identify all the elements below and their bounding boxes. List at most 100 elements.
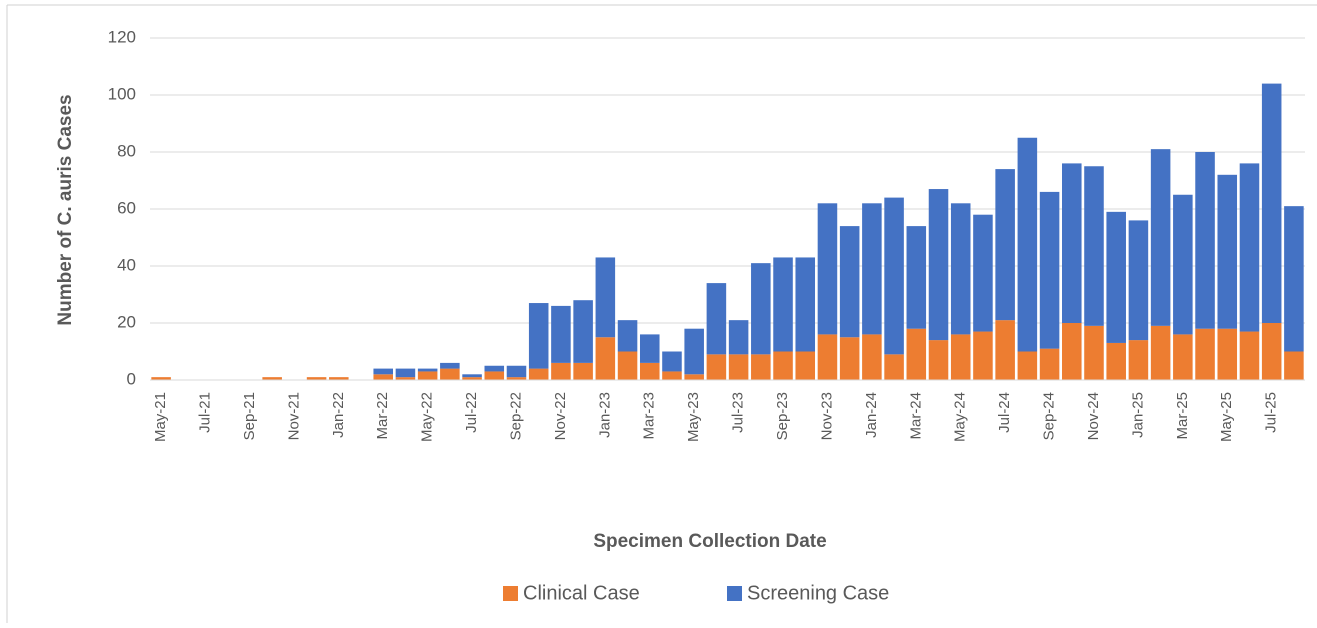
x-tick-label: Jan-23	[596, 392, 613, 438]
bar-segment	[440, 362, 460, 369]
bar-segment	[417, 368, 438, 372]
x-tick-label: May-24	[952, 392, 969, 442]
x-tick-label: Jan-24	[863, 392, 880, 438]
legend-swatch	[503, 586, 518, 601]
x-tick-label: Mar-24	[907, 392, 924, 440]
bar-segment	[1284, 351, 1304, 380]
bar-segment	[528, 303, 549, 369]
x-tick-label: Jan-25	[1129, 392, 1146, 438]
x-tick-label: Sep-24	[1041, 392, 1058, 440]
bar-segment	[684, 328, 704, 375]
bar-segment	[617, 351, 638, 380]
bar-segment	[751, 263, 771, 355]
bar-segment	[573, 300, 593, 363]
x-tick-label: Mar-22	[374, 392, 391, 440]
x-tick-label: Jul-23	[730, 392, 747, 433]
bar-segment	[329, 377, 349, 380]
bar-segment	[1173, 334, 1193, 380]
bar-segment	[551, 362, 571, 380]
bar-segment	[595, 257, 616, 338]
bar-segment	[906, 328, 927, 380]
bar-segment	[1017, 137, 1038, 352]
bar-segment	[973, 331, 993, 380]
x-tick-label: Sep-22	[507, 392, 524, 440]
bar-segment	[928, 189, 949, 341]
bar-segment	[462, 377, 482, 380]
x-tick-label: Jul-24	[996, 392, 1013, 433]
bar-segment	[417, 371, 438, 380]
bar-segment	[728, 320, 749, 355]
bar-segment	[1261, 83, 1282, 323]
bar-segment	[1106, 211, 1126, 343]
bar-segment	[1150, 325, 1171, 380]
bar-segment	[262, 377, 282, 380]
bar-segment	[773, 351, 793, 380]
bar-segment	[462, 374, 482, 378]
x-tick-label: Sep-21	[241, 392, 258, 440]
bar-segment	[706, 283, 727, 355]
bar-segment	[395, 368, 416, 378]
y-tick-label: 20	[117, 312, 136, 331]
bar-segment	[373, 374, 393, 380]
bar-segment	[617, 320, 638, 352]
x-tick-label: Nov-23	[818, 392, 835, 440]
bar-segment	[706, 354, 727, 380]
bar-segment	[906, 226, 927, 329]
bar-segment	[1150, 149, 1171, 326]
bar-segment	[1173, 194, 1193, 335]
bar-segment	[1239, 331, 1260, 380]
bar-segment	[1128, 340, 1149, 380]
bar-segment	[773, 257, 793, 352]
bar-segment	[684, 374, 704, 380]
bar-segment	[884, 354, 904, 380]
bar-segment	[950, 203, 971, 335]
bar-segment	[151, 377, 171, 380]
bar-segment	[662, 351, 682, 372]
bar-segment	[506, 365, 527, 378]
bar-segment	[506, 377, 527, 380]
bar-segment	[1261, 323, 1282, 380]
bar-segment	[1284, 206, 1304, 352]
x-tick-label: Jul-22	[463, 392, 480, 433]
bar-segment	[950, 334, 971, 380]
bar-segment	[1217, 174, 1238, 329]
x-tick-label: May-25	[1218, 392, 1235, 442]
bar-segment	[528, 368, 549, 380]
x-tick-label: Nov-22	[552, 392, 569, 440]
legend-label: Screening Case	[747, 582, 889, 604]
bar-segment	[973, 214, 993, 332]
bar-segment	[1039, 348, 1060, 380]
bar-segment	[995, 169, 1015, 321]
x-tick-label: Jan-22	[330, 392, 347, 438]
y-tick-label: 100	[108, 84, 136, 103]
y-tick-label: 120	[108, 27, 136, 46]
bar-segment	[484, 365, 505, 372]
bar-segment	[1062, 163, 1082, 323]
bar-segment	[795, 351, 816, 380]
bar-segment	[551, 305, 571, 363]
x-tick-label: Jul-21	[196, 392, 213, 433]
bar-segment	[839, 226, 860, 338]
x-tick-label: Mar-23	[641, 392, 658, 440]
bar-segment	[484, 371, 505, 380]
bar-segment	[1195, 328, 1215, 380]
bar-segment	[839, 337, 860, 380]
x-tick-label: May-23	[685, 392, 702, 442]
x-tick-label: Mar-25	[1174, 392, 1191, 440]
bar-segment	[795, 257, 816, 352]
bar-segment	[1128, 220, 1149, 341]
x-tick-label: May-22	[419, 392, 436, 442]
bar-segment	[662, 371, 682, 380]
bar-segment	[728, 354, 749, 380]
bar-segment	[440, 368, 460, 380]
y-tick-label: 60	[117, 198, 136, 217]
bar-segment	[373, 368, 393, 375]
bar-segment	[1084, 325, 1104, 380]
y-axis-title: Number of C. auris Cases	[55, 94, 76, 325]
bar-segment	[573, 362, 593, 380]
bar-segment	[1239, 163, 1260, 332]
x-tick-label: Sep-23	[774, 392, 791, 440]
x-tick-label: Jul-25	[1263, 392, 1280, 433]
x-axis-title: Specimen Collection Date	[593, 531, 826, 552]
